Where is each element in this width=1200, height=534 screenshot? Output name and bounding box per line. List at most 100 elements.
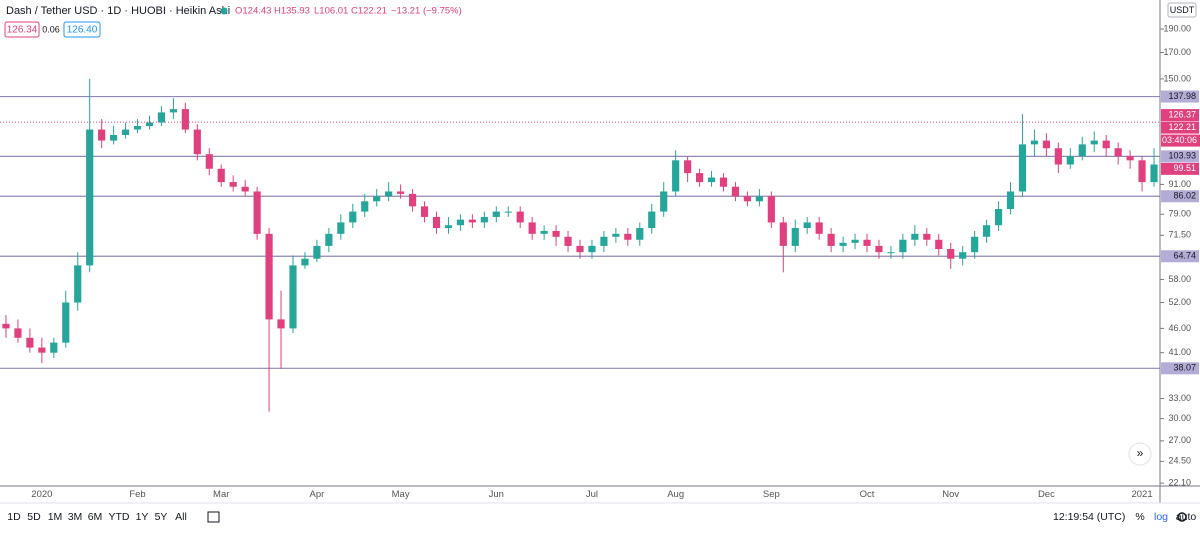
price-label: 126.37 bbox=[1168, 109, 1196, 119]
candle-body bbox=[397, 191, 405, 194]
candle-body bbox=[660, 191, 668, 212]
candle-body bbox=[205, 154, 213, 169]
candle-body bbox=[899, 239, 907, 253]
last-price-label-bg bbox=[1161, 121, 1199, 134]
candle-body bbox=[325, 233, 333, 246]
level-label: 103.93 bbox=[1168, 151, 1196, 161]
x-tick-label: Jul bbox=[586, 489, 598, 500]
status-dot bbox=[220, 7, 228, 15]
candle-body bbox=[289, 265, 297, 329]
candle-body bbox=[217, 168, 225, 183]
candle-body bbox=[923, 233, 931, 240]
candle-body bbox=[1126, 156, 1134, 161]
level-label-bg bbox=[1161, 190, 1199, 203]
candle-body bbox=[110, 134, 118, 141]
candle-body bbox=[684, 160, 692, 174]
ohlc-value: H135.93 bbox=[274, 6, 310, 17]
level-label: 137.98 bbox=[1168, 91, 1196, 101]
scale-option[interactable]: log bbox=[1154, 511, 1168, 523]
y-tick-label: 22.10 bbox=[1168, 477, 1191, 487]
range-button[interactable]: 6M bbox=[88, 511, 103, 523]
candle-body bbox=[779, 222, 787, 246]
y-tick-label: 79.00 bbox=[1168, 209, 1191, 219]
candle-body bbox=[815, 222, 823, 234]
y-tick-label: 52.00 bbox=[1168, 297, 1191, 307]
y-tick-label: 58.00 bbox=[1168, 274, 1191, 284]
candle-body bbox=[2, 323, 10, 329]
clock: 12:19:54 (UTC) bbox=[1053, 511, 1125, 523]
candle-body bbox=[1006, 191, 1015, 209]
candle-body bbox=[767, 196, 775, 223]
candle-body bbox=[133, 126, 142, 130]
price-label: 99.51 bbox=[1173, 163, 1196, 173]
countdown: 03:40:06 bbox=[1162, 135, 1197, 145]
candle-body bbox=[1138, 160, 1146, 183]
candle-body bbox=[600, 236, 608, 246]
candle-body bbox=[1030, 140, 1039, 145]
candle-body bbox=[672, 160, 680, 192]
range-button[interactable]: YTD bbox=[109, 511, 130, 523]
x-tick-label: Mar bbox=[213, 489, 229, 500]
candle-body bbox=[361, 201, 369, 212]
x-tick-label: May bbox=[392, 489, 410, 500]
candle-body bbox=[492, 211, 500, 217]
currency: USDT bbox=[1170, 5, 1195, 15]
ohlc-legend: O124.43 H135.93 L106.01 C122.21 −13.21 (−9.7… bbox=[235, 6, 462, 17]
countdown-bg bbox=[1161, 134, 1200, 147]
candle-body bbox=[994, 208, 1003, 226]
last-price-label: 122.21 bbox=[1168, 122, 1196, 132]
candle-body bbox=[636, 228, 644, 240]
level-label-bg bbox=[1161, 250, 1199, 263]
range-button[interactable]: 1Y bbox=[136, 511, 149, 523]
candle-body bbox=[1066, 156, 1074, 165]
candle-body bbox=[755, 196, 763, 202]
candle-body bbox=[121, 129, 130, 135]
candle-body bbox=[301, 258, 309, 266]
bid-badge bbox=[4, 21, 40, 38]
candle-body bbox=[719, 177, 728, 187]
candle-body bbox=[707, 177, 716, 183]
candle-body bbox=[349, 211, 357, 223]
settings-icon[interactable] bbox=[1177, 512, 1187, 522]
x-tick-label: 2020 bbox=[31, 489, 52, 500]
plot-area bbox=[0, 78, 1160, 412]
candle-body bbox=[959, 252, 967, 259]
axes: 190.00 170.00 150.00 91.00 79.00 71.50 58.00 52… bbox=[31, 23, 1200, 500]
candle-body bbox=[863, 239, 871, 246]
candle-body bbox=[588, 245, 596, 253]
candle-body bbox=[38, 347, 46, 353]
candle-body bbox=[193, 129, 201, 155]
range-button[interactable]: 5Y bbox=[155, 511, 168, 523]
x-tick-label: Sep bbox=[763, 489, 780, 500]
candle-body bbox=[875, 245, 883, 253]
candle-body bbox=[1042, 140, 1050, 149]
candle-body bbox=[181, 109, 189, 130]
candle-body bbox=[1078, 144, 1086, 157]
x-tick-label: Dec bbox=[1038, 489, 1055, 500]
range-button[interactable]: All bbox=[175, 511, 187, 523]
candle-body bbox=[743, 196, 752, 202]
candle-body bbox=[540, 230, 548, 234]
candle-body bbox=[432, 216, 441, 229]
range-button[interactable]: 1M bbox=[48, 511, 63, 523]
price-label-bg bbox=[1161, 162, 1199, 175]
candle-body bbox=[1018, 144, 1027, 192]
currency-box[interactable] bbox=[1167, 2, 1197, 18]
candle-body bbox=[408, 193, 417, 207]
scroll-button[interactable] bbox=[1128, 442, 1152, 466]
candle-body bbox=[624, 233, 632, 240]
y-tick-label: 33.00 bbox=[1168, 393, 1191, 403]
candle-body bbox=[1090, 140, 1098, 145]
scale-option[interactable]: % bbox=[1135, 511, 1144, 523]
candle-body bbox=[26, 337, 34, 348]
range-button[interactable]: 1D bbox=[7, 511, 21, 523]
range-button[interactable]: 5D bbox=[27, 511, 41, 523]
x-tick-label: Oct bbox=[860, 489, 875, 500]
candle-body bbox=[1102, 140, 1110, 149]
date-range-icon[interactable] bbox=[207, 511, 220, 523]
candle-body bbox=[385, 191, 393, 197]
candle-body bbox=[827, 233, 835, 246]
range-button[interactable]: 3M bbox=[68, 511, 83, 523]
candle-body bbox=[169, 109, 177, 113]
